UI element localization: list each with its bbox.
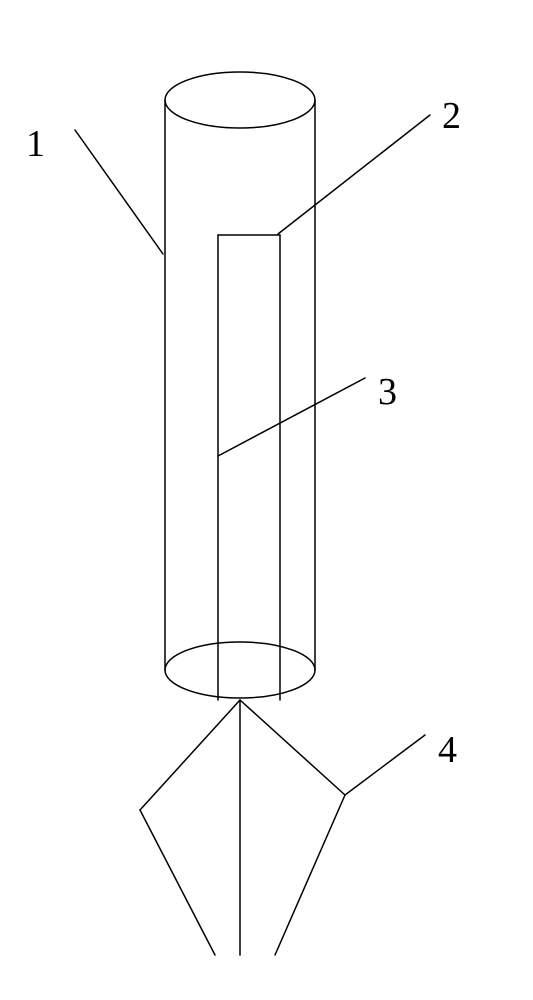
leader-1 — [75, 130, 163, 254]
callout-label-1: 1 — [26, 122, 45, 166]
callout-label-3: 3 — [378, 370, 397, 414]
kite-upper-right — [240, 700, 345, 795]
technical-diagram — [0, 0, 533, 1000]
kite-lower-right — [275, 795, 345, 955]
callout-label-4: 4 — [438, 728, 457, 772]
kite-lower-left — [140, 810, 215, 955]
kite-upper-left — [140, 700, 240, 810]
leader-4 — [345, 735, 425, 795]
cylinder-bottom-front-arc — [165, 670, 315, 698]
leader-3 — [218, 378, 365, 456]
leader-2 — [278, 115, 430, 234]
cylinder-bottom-back-arc — [165, 642, 315, 670]
cylinder-top-ellipse — [165, 72, 315, 128]
callout-label-2: 2 — [442, 94, 461, 138]
